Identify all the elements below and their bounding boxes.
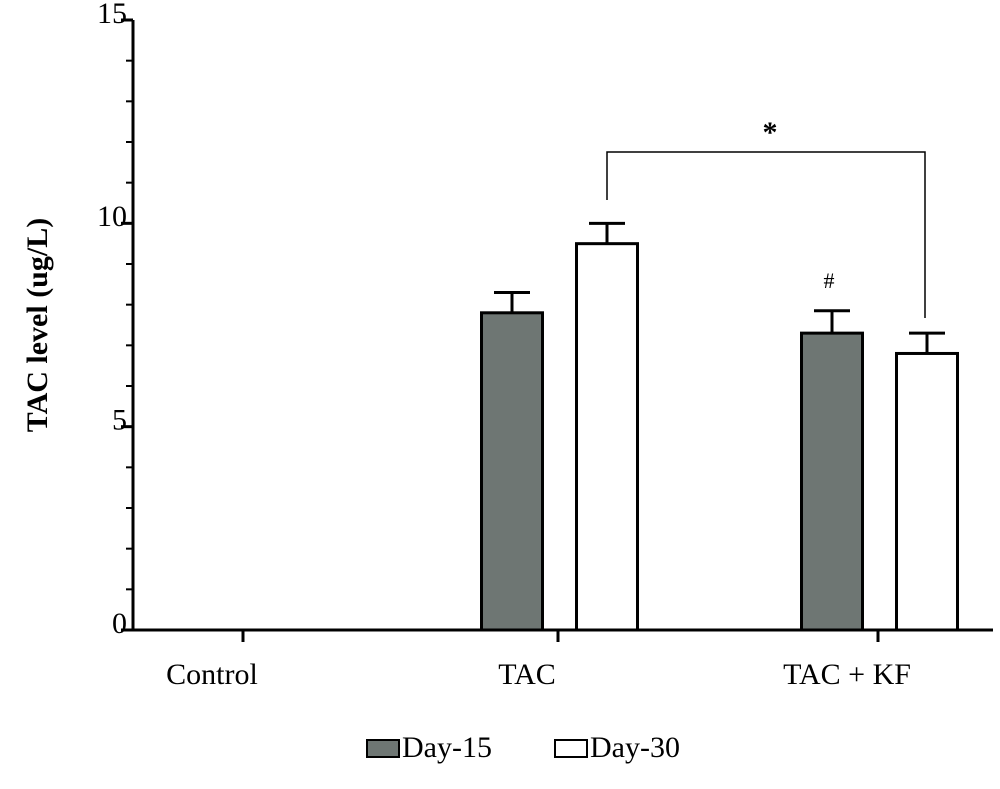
x-tick-label: TAC + KF [783,658,911,691]
y-tick-label: 5 [112,404,127,437]
bar [480,311,544,632]
y-tick-label: 10 [97,200,127,233]
annotation: # [824,268,835,293]
legend-swatch [366,739,400,758]
x-tick-label: Control [166,658,258,691]
legend-swatch [554,739,588,758]
legend-label: Day-15 [402,731,492,764]
bar [575,242,639,632]
x-tick-label: TAC [498,658,556,691]
bar [800,331,864,632]
annotation: * [763,116,778,149]
y-tick-label: 15 [97,0,127,30]
y-tick-label: 0 [112,607,127,640]
y-axis-label: TAC level (ug/L) [21,218,54,432]
significance-bracket [606,151,926,318]
legend-label: Day-30 [590,731,680,764]
bar [895,351,959,632]
